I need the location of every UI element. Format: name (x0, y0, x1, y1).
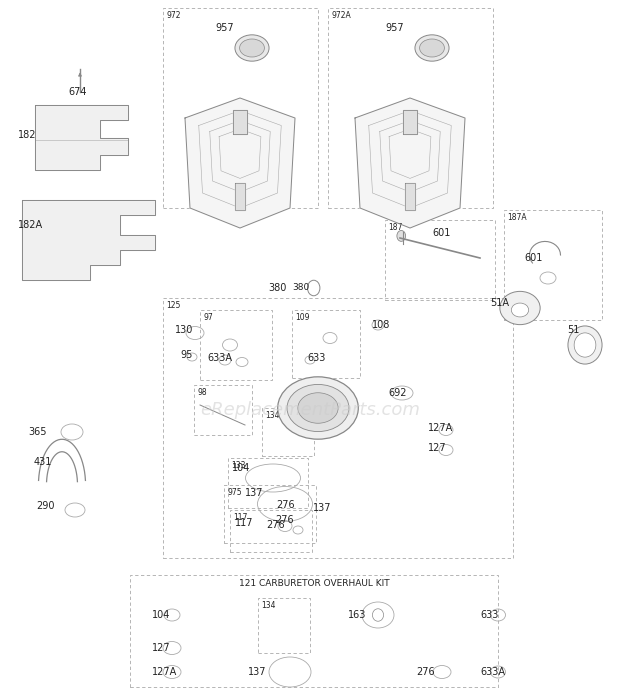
Polygon shape (35, 105, 128, 170)
Text: 104: 104 (152, 610, 171, 620)
Polygon shape (402, 110, 417, 134)
Ellipse shape (397, 231, 405, 241)
Text: 117: 117 (233, 514, 247, 523)
Text: 127: 127 (152, 643, 171, 653)
Text: 125: 125 (166, 301, 180, 310)
Text: 127: 127 (428, 443, 446, 453)
Text: 187A: 187A (507, 213, 527, 222)
Text: 137: 137 (313, 503, 332, 513)
Text: 51: 51 (567, 325, 579, 335)
Text: 130: 130 (175, 325, 193, 335)
Ellipse shape (287, 385, 349, 432)
Text: 121 CARBURETOR OVERHAUL KIT: 121 CARBURETOR OVERHAUL KIT (239, 579, 389, 588)
Ellipse shape (235, 35, 269, 61)
Text: 108: 108 (372, 320, 391, 330)
Text: 51A: 51A (490, 298, 509, 308)
Text: 365: 365 (28, 427, 46, 437)
Bar (228, 458, 308, 508)
Bar (328, 8, 493, 208)
Ellipse shape (574, 333, 596, 357)
Polygon shape (405, 183, 415, 211)
Text: 290: 290 (36, 501, 55, 511)
Ellipse shape (512, 303, 529, 317)
Bar (262, 408, 314, 456)
Text: 957: 957 (215, 23, 234, 33)
Polygon shape (185, 98, 295, 228)
Ellipse shape (415, 35, 449, 61)
Text: 601: 601 (432, 228, 450, 238)
Text: 134: 134 (261, 602, 276, 611)
Text: 674: 674 (68, 87, 87, 97)
Text: 182A: 182A (18, 220, 43, 230)
Bar (163, 298, 513, 558)
Bar (258, 598, 310, 653)
Text: 975: 975 (227, 489, 242, 498)
Bar (200, 310, 272, 380)
Bar (130, 575, 498, 687)
Text: 276: 276 (266, 520, 285, 530)
Text: 137: 137 (248, 667, 267, 677)
Text: 633: 633 (307, 353, 326, 363)
Bar (163, 8, 318, 208)
Text: 127A: 127A (428, 423, 453, 433)
Bar (194, 385, 252, 435)
Text: 98: 98 (197, 389, 206, 398)
Text: 137: 137 (245, 488, 264, 498)
Bar (230, 510, 312, 552)
Text: 104: 104 (232, 463, 250, 473)
Text: 117: 117 (235, 518, 254, 528)
Text: 431: 431 (34, 457, 52, 467)
Text: 601: 601 (524, 253, 542, 263)
Text: 276: 276 (416, 667, 435, 677)
Polygon shape (232, 110, 247, 134)
Text: 95: 95 (180, 350, 192, 360)
Ellipse shape (568, 326, 602, 364)
Text: 127A: 127A (152, 667, 177, 677)
Text: 633A: 633A (480, 667, 505, 677)
Text: 276: 276 (276, 500, 294, 510)
Ellipse shape (239, 39, 264, 57)
Text: 380: 380 (268, 283, 286, 293)
Text: 692: 692 (388, 388, 407, 398)
Text: 182: 182 (18, 130, 37, 140)
Text: 109: 109 (295, 313, 309, 322)
Bar (385, 220, 495, 300)
Polygon shape (355, 98, 465, 228)
Ellipse shape (278, 377, 358, 439)
Text: 972A: 972A (331, 12, 351, 21)
Text: 276: 276 (275, 515, 294, 525)
Text: 97: 97 (203, 313, 213, 322)
Ellipse shape (373, 608, 384, 621)
Bar (224, 485, 316, 543)
Text: 972: 972 (166, 12, 180, 21)
Ellipse shape (298, 393, 338, 423)
Text: eReplacementParts.com: eReplacementParts.com (200, 401, 420, 419)
Text: 957: 957 (385, 23, 404, 33)
Text: 163: 163 (348, 610, 366, 620)
Ellipse shape (420, 39, 445, 57)
Text: 187: 187 (388, 223, 402, 232)
Text: 633A: 633A (207, 353, 232, 363)
Text: 380: 380 (292, 283, 309, 292)
Bar (292, 310, 360, 378)
Text: 134: 134 (265, 412, 280, 421)
Ellipse shape (500, 291, 540, 324)
Polygon shape (22, 200, 155, 280)
Text: 133: 133 (231, 462, 246, 471)
Text: 633: 633 (480, 610, 498, 620)
Bar (504, 210, 602, 320)
Polygon shape (235, 183, 245, 211)
